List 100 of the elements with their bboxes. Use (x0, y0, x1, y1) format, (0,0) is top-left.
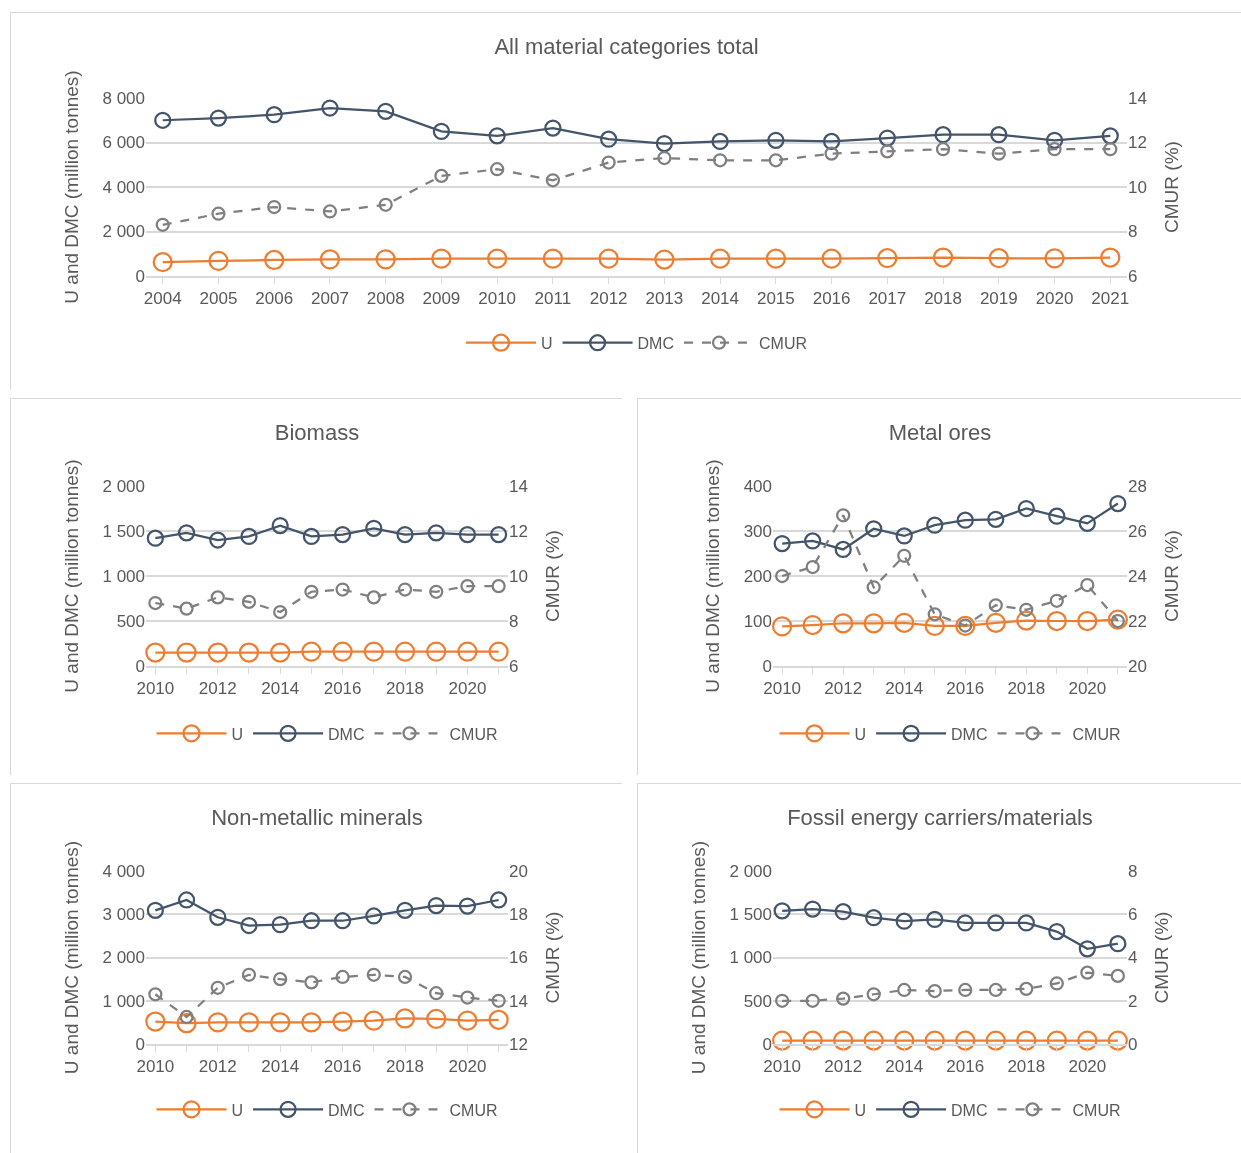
legend-label: CMUR (449, 1101, 498, 1119)
x-tick-label: 2005 (199, 289, 238, 309)
point (319, 249, 341, 270)
x-tick-label: 2018 (1007, 1057, 1046, 1077)
y-axis-title: U and DMC (million tonnes) (61, 70, 83, 304)
point (270, 1012, 291, 1033)
point (301, 1012, 322, 1033)
y2-tick-label: 6 (1128, 905, 1138, 925)
point (490, 891, 508, 909)
point (332, 641, 353, 662)
point (768, 153, 783, 168)
point (772, 616, 793, 637)
y2-axis-title: CMUR (%) (1160, 141, 1182, 233)
point (145, 1011, 166, 1032)
y2-tick-label: 28 (1128, 476, 1147, 496)
x-tick-label: 2011 (534, 289, 572, 309)
point (711, 132, 729, 151)
y-tick-label: 100 (743, 611, 772, 631)
point (775, 568, 790, 584)
point (1103, 142, 1118, 157)
x-tick-label: 2006 (255, 289, 294, 309)
point (335, 582, 350, 597)
point (207, 1012, 228, 1033)
point (208, 250, 229, 271)
point (490, 525, 508, 544)
y2-tick-label: 16 (509, 948, 528, 968)
y-tick-label: 2 000 (102, 948, 145, 968)
point (895, 527, 913, 545)
point (836, 508, 851, 523)
point (1080, 577, 1095, 593)
point (432, 122, 451, 140)
point (834, 540, 852, 559)
x-tick-label: 2016 (812, 289, 851, 309)
point (600, 130, 618, 148)
y-axis-title: U and DMC (million tonnes) (702, 459, 724, 693)
point (321, 99, 339, 117)
y2-tick-label: 10 (509, 566, 528, 586)
point (241, 594, 257, 609)
point (332, 1011, 353, 1032)
y2-tick-label: 8 (509, 611, 519, 631)
point (897, 982, 912, 998)
point (988, 248, 1009, 269)
point (394, 641, 416, 662)
x-tick-label: 2004 (143, 289, 182, 309)
y2-tick-label: 8 (1128, 861, 1138, 881)
y2-tick-label: 20 (509, 861, 528, 881)
point (544, 119, 562, 137)
y-tick-label: 0 (762, 656, 772, 676)
legend-label: CMUR (1072, 1101, 1121, 1119)
point (1019, 602, 1034, 617)
point (148, 595, 163, 611)
point (429, 986, 444, 1001)
point (657, 150, 672, 166)
point (542, 248, 564, 269)
point (301, 641, 322, 662)
point (1016, 610, 1037, 631)
point (927, 983, 942, 999)
point (209, 531, 227, 549)
point (488, 127, 506, 145)
point (458, 897, 477, 915)
x-tick-label: 2014 (885, 1057, 924, 1077)
point (955, 1030, 976, 1051)
point (1109, 935, 1127, 953)
point (458, 525, 477, 544)
point (802, 1030, 823, 1051)
point (240, 527, 258, 546)
y-tick-label: 1 000 (102, 991, 145, 1011)
y-tick-label: 0 (135, 1034, 145, 1054)
point (176, 1013, 197, 1034)
point (375, 249, 396, 270)
point (363, 1010, 384, 1031)
chart-title: Biomass (274, 420, 360, 446)
point (1016, 1030, 1037, 1051)
point (1078, 940, 1096, 958)
point (990, 126, 1008, 144)
point (1101, 127, 1119, 145)
point (834, 903, 852, 921)
y-tick-label: 300 (743, 521, 772, 541)
legend-label: U (541, 334, 553, 352)
point (155, 217, 170, 232)
point (427, 524, 445, 542)
point (397, 582, 413, 597)
point (932, 247, 954, 268)
point (1080, 965, 1095, 980)
point (264, 249, 285, 271)
y-tick-label: 8 000 (102, 88, 145, 108)
chart-title: Fossil energy carriers/materials (787, 805, 1093, 831)
y-tick-label: 4 000 (102, 861, 145, 881)
legend-label: CMUR (759, 334, 807, 352)
point (333, 912, 352, 930)
y-axis-title: U and DMC (million tonnes) (61, 459, 83, 693)
point (866, 580, 881, 595)
x-tick-label: 2010 (478, 289, 517, 309)
point (895, 912, 913, 930)
point (1077, 610, 1098, 632)
point (958, 982, 973, 998)
point (926, 910, 944, 929)
point (238, 1012, 260, 1033)
legend-label: DMC (951, 1101, 988, 1119)
point (177, 891, 196, 909)
